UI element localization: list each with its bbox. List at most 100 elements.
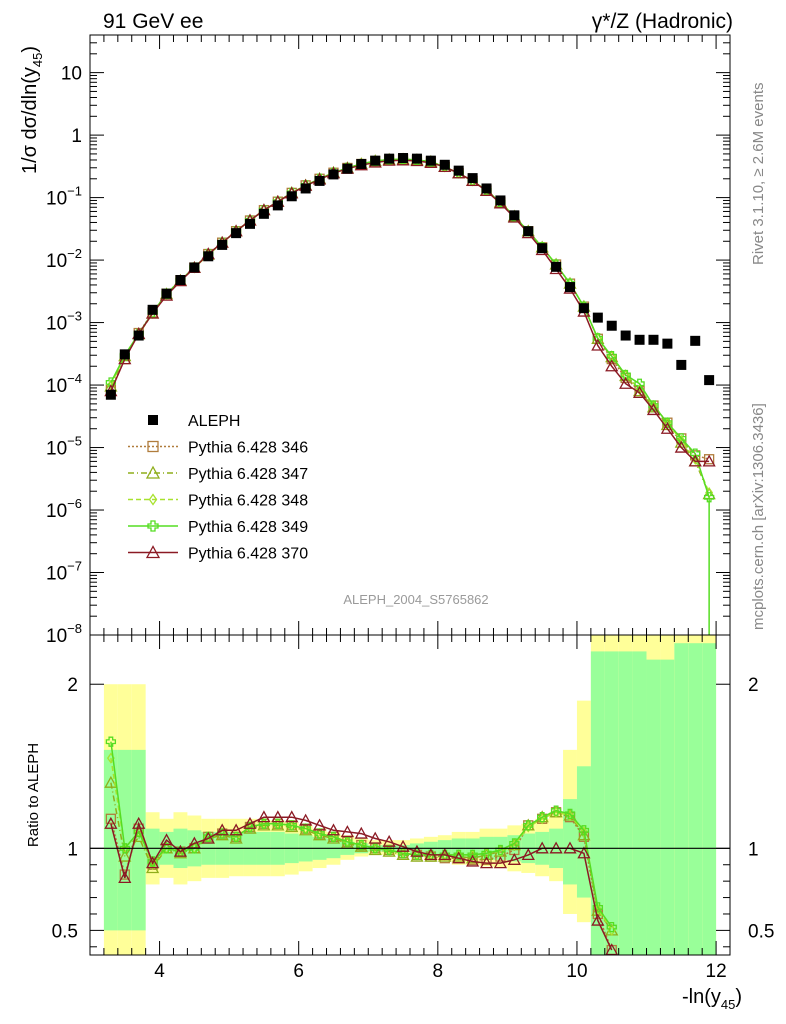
legend-label: Pythia 6.428 348 [188,493,308,510]
aleph-data-point [231,228,242,239]
band-bin [604,651,619,955]
aleph-data-point [217,239,228,250]
ratio-marker [493,856,508,869]
ratio-marker [146,856,160,869]
ratio-marker [592,902,603,913]
aleph-data-point [606,320,617,331]
ratio-marker [382,834,396,847]
ratio-y-axis-label: Ratio to ALEPH [25,743,42,847]
aleph-data-point [620,330,631,341]
ratio-marker [452,851,466,864]
main-y-tick-label: 1 [71,126,82,147]
aleph-data-point [592,312,603,323]
aleph-data-point [398,153,409,164]
ratio-plot-area [103,635,717,955]
legend-label: Pythia 6.428 346 [188,440,308,457]
ratio-marker [354,826,368,839]
ratio-marker [299,813,313,826]
ratio-marker [368,831,382,844]
aleph-data-point [523,226,534,237]
ratio-series-370 [104,810,619,955]
aleph-data-point [314,175,325,186]
ratio-marker [606,921,617,933]
ratio-marker [577,828,591,841]
aleph-data-point [453,165,464,176]
ratio-marker [119,869,130,880]
ratio-marker [466,854,480,867]
ratio-marker [564,808,576,820]
legend-marker [147,440,159,453]
ratio-marker [104,775,118,788]
series-marker [703,492,715,503]
uncertainty-band-tail [618,635,717,955]
legend-marker [145,465,161,479]
series-marker [634,378,645,389]
series-marker [702,454,716,467]
ratio-marker [105,813,117,824]
aleph-data-point [384,153,395,164]
main-y-tick-label: 10−1 [46,184,82,210]
ratio-marker [523,820,534,831]
band-bin [618,651,633,955]
aleph-data-point [662,338,673,349]
x-tick-label: 6 [293,961,304,982]
ratio-marker [579,826,588,838]
band-bin [131,749,146,931]
series-marker [677,434,686,447]
ratio-marker [538,813,547,825]
aleph-data-point [133,330,144,341]
legend-item: Pythia 6.428 349 [128,519,308,536]
ratio-marker [507,852,521,865]
main-plot-panel: 10−8 10−7 10−6 10−5 10−4 10−3 10−2 10−1 1 10 [46,34,731,647]
band-bin [674,643,689,955]
ratio-marker [132,816,146,829]
ratio-marker [229,823,243,836]
ratio-marker [326,823,341,836]
band-bin [702,643,717,955]
ratio-marker [300,823,311,834]
band-bin [646,659,661,955]
ratio-plot-panel: 0.5 0.51 12 24 6 8 10 12 [52,634,774,982]
ratio-marker [521,848,535,861]
uncertainty-band-green [103,651,619,955]
legend-marker [148,493,158,506]
aleph-data-point [272,200,283,211]
ratio-marker [453,849,464,861]
ratio-marker [314,828,325,839]
aleph-data-point [537,243,548,254]
ratio-y-tick-label-right: 2 [748,675,759,696]
legend-marker [148,415,158,425]
ratio-marker [118,849,132,862]
series-marker [688,454,702,467]
ratio-marker [173,844,188,857]
aleph-data-point [467,173,478,184]
main-plot-area [104,152,716,635]
main-y-axis-label: 1/σ dσ/dln(y45) [19,46,45,174]
band-bin [103,749,118,931]
ratio-y-tick-label-right: 1 [748,839,759,860]
main-y-tick-label: 10−6 [46,496,82,522]
rivet-side-label: Rivet 3.1.10, ≥ 2.6M events [750,83,767,266]
ratio-y-tick-label: 0.5 [52,921,78,942]
aleph-data-point [509,210,520,221]
ratio-marker [591,913,605,926]
aleph-data-point [439,159,450,170]
mcplots-side-label: mcplots.cern.ch [arXiv:1306.3436] [750,403,767,630]
aleph-data-point [676,359,687,370]
legend-item: Pythia 6.428 347 [128,465,308,483]
legend-label: Pythia 6.428 347 [188,466,308,483]
main-y-tick-label: 10−2 [46,246,82,272]
ratio-marker [410,844,424,857]
x-axis-label: -ln(y45) [682,986,742,1012]
ratio-marker [550,805,562,816]
ratio-marker [356,839,367,851]
ratio-marker [577,846,591,859]
aleph-data-point [286,191,297,202]
series-marker [646,403,661,416]
aleph-data-point [105,389,116,400]
aleph-data-point [704,375,715,386]
ratio-marker [342,836,353,847]
ratio-marker [578,825,590,836]
ratio-y-tick-label: 2 [67,675,78,696]
